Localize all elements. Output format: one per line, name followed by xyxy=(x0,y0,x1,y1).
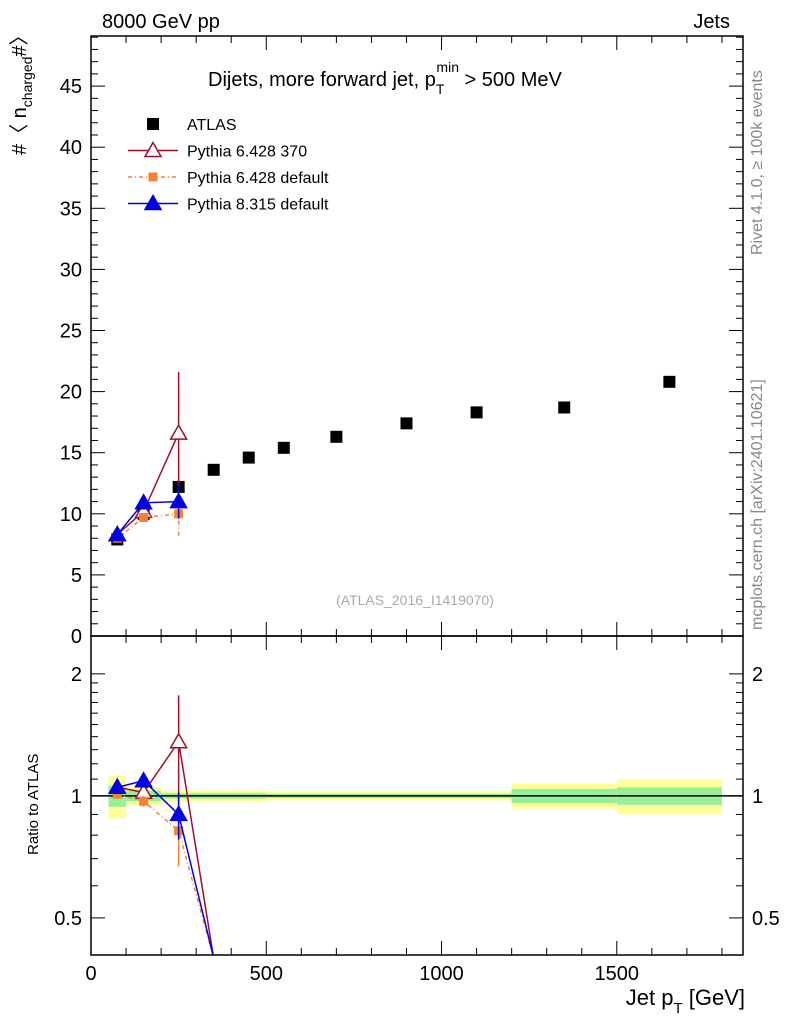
atlas-point xyxy=(558,401,571,414)
atlas-point xyxy=(207,463,220,476)
x-tick-label: 1500 xyxy=(595,963,640,985)
legend-marker-pythia-6-428-370 xyxy=(143,140,163,158)
pythia-6-428-default-ratio-line xyxy=(117,793,214,955)
ratio-y-tick-label: 1 xyxy=(71,786,82,808)
legend-label-pythia-8-315-default: Pythia 8.315 default xyxy=(187,197,329,214)
legend-marker-pythia-6-428-default xyxy=(148,172,158,182)
analysis-watermark: (ATLAS_2016_I1419070) xyxy=(336,592,494,608)
y-axis-label: #〈 ncharged#〉 xyxy=(9,25,35,155)
x-tick-label: 1000 xyxy=(419,963,464,985)
x-tick-label: 500 xyxy=(250,963,283,985)
y-tick-label: 20 xyxy=(60,382,82,404)
atlas-point xyxy=(400,417,413,430)
legend-label-pythia-6-428-370: Pythia 6.428 370 xyxy=(187,144,307,161)
pythia-8-315-default-ratio-point xyxy=(107,777,127,795)
atlas-point xyxy=(470,406,483,419)
y-tick-label: 30 xyxy=(60,259,82,281)
pythia-8-315-default-point xyxy=(169,492,188,509)
pythia-8-315-default-point xyxy=(134,493,153,510)
pythia-8-315-default-ratio-point xyxy=(169,804,188,822)
y-tick-label: 5 xyxy=(71,565,82,587)
pythia-8-315-default-ratio-line xyxy=(117,779,214,955)
y-tick-label: 0 xyxy=(71,626,82,648)
ratio-y-tick-label: 0.5 xyxy=(752,908,780,930)
ratio-y-tick-label: 1 xyxy=(752,786,763,808)
atlas-point xyxy=(330,430,343,443)
legend-label-pythia-6-428-default: Pythia 6.428 default xyxy=(187,170,329,187)
atlas-point xyxy=(663,375,676,388)
pythia-8-315-default-ratio-point xyxy=(134,771,153,788)
rivet-label: Rivet 4.1.0, ≥ 100k events xyxy=(749,70,766,255)
pythia-6-428-default-ratio-point xyxy=(139,796,149,806)
atlas-point xyxy=(277,441,290,454)
y-tick-label: 10 xyxy=(60,504,82,526)
x-axis-label: Jet pT [GeV] xyxy=(626,985,745,1017)
pythia-6-428-default-point xyxy=(139,512,149,522)
atlas-point xyxy=(242,451,255,464)
pythia-6-428-370-ratio-line xyxy=(117,739,214,955)
y-tick-label: 45 xyxy=(60,76,82,98)
legend-marker-atlas xyxy=(147,118,159,130)
plot-title: Dijets, more forward jet, pTmin > 500 Me… xyxy=(208,59,562,97)
pythia-6-428-default-ratio-point xyxy=(112,789,122,799)
y-tick-label: 35 xyxy=(60,198,82,220)
x-tick-label: 0 xyxy=(85,963,96,985)
ratio-y-tick-label: 2 xyxy=(71,664,82,686)
header-left: 8000 GeV pp xyxy=(102,11,220,33)
y-tick-label: 15 xyxy=(60,443,82,465)
ratio-y-tick-label: 2 xyxy=(752,664,763,686)
mcplots-label: mcplots.cern.ch [arXiv:2401.10621] xyxy=(749,379,766,630)
pythia-8-315-default-point xyxy=(107,525,127,542)
pythia-6-428-370-ratio-point xyxy=(169,732,188,749)
legend-marker-pythia-8-315-default xyxy=(143,193,163,211)
pythia-6-428-370-point xyxy=(169,423,188,440)
ratio-y-label: Ratio to ATLAS xyxy=(25,754,42,855)
legend-label-atlas: ATLAS xyxy=(187,117,237,134)
header-right: Jets xyxy=(693,11,730,33)
y-tick-label: 25 xyxy=(60,321,82,343)
ratio-y-tick-label: 0.5 xyxy=(54,908,82,930)
y-tick-label: 40 xyxy=(60,137,82,159)
